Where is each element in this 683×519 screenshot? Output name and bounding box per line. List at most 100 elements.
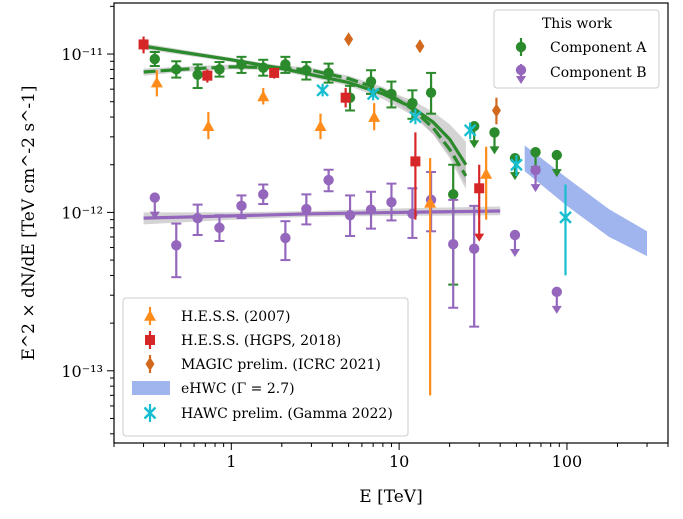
h-e-s-s-2007-point-1 [202, 120, 215, 132]
legend-symbol [515, 41, 527, 53]
component-b-point-2 [214, 222, 225, 233]
h-e-s-s-hgps-2018-point-1 [202, 70, 213, 81]
legend-symbol [132, 381, 170, 395]
component-a-point-7 [301, 65, 312, 76]
legend-marker-ehwc [132, 381, 170, 395]
legend-title: This work [542, 16, 613, 32]
component-b-point-1 [192, 212, 203, 224]
h-e-s-s-hgps-2018-point-2 [269, 67, 280, 78]
fit-line-1 [143, 65, 468, 177]
component-b-point-9 [365, 204, 377, 215]
component-b-point-7 [323, 174, 334, 186]
x-tick-label: 1 [226, 452, 236, 471]
hawc-prelim-gamma-2022-point-5 [559, 211, 572, 224]
component-b-upper-limit-3-marker [551, 286, 563, 298]
h-e-s-s-hgps-2018-point-0 [138, 39, 149, 50]
component-a-upper-limit-4-marker [551, 149, 563, 161]
component-a-point-4 [236, 59, 247, 70]
legend-marker-hawc [143, 404, 157, 422]
component-a-upper-limit-1-arrow [489, 146, 500, 155]
hawc-prelim-gamma-2022-point-4 [510, 158, 523, 172]
component-b-upper-limit-0-marker [149, 192, 160, 203]
legend-box [122, 297, 409, 437]
component-b-point-3 [236, 200, 247, 212]
legend-marker-hess-2007 [144, 307, 156, 325]
component-b-upper-limit-0-arrow [149, 211, 160, 220]
component-a-point-10 [365, 76, 377, 87]
component-b-point-13 [448, 238, 459, 250]
component-b-upper-limit-3-arrow [551, 305, 562, 314]
component-b-point-14 [468, 243, 480, 254]
legend-label-component-a: Component A [550, 40, 647, 56]
y-axis-label: E^2 × dN/dE [TeV cm^-2 s^-1] [19, 85, 39, 360]
legend-this-work: This work Component A Component B [493, 9, 660, 89]
component-a-point-2 [192, 69, 203, 80]
magic-prelim-icrc-2021-point-1 [415, 39, 425, 54]
axes-layer: 1 10 100 10⁻¹³ 10⁻¹² 10⁻¹¹ [61, 5, 669, 471]
component-a-point-3 [214, 64, 225, 75]
h-e-s-s-2007-point-3 [314, 120, 327, 132]
hawc-prelim-gamma-2022-point-0 [316, 83, 329, 97]
legend-symbol [145, 335, 155, 345]
h-e-s-s-2007-point-5 [424, 196, 437, 208]
legend-marker-component-b [515, 64, 527, 84]
component-b-point-5 [280, 232, 291, 244]
component-a-point-14 [448, 189, 459, 200]
h-e-s-s-2007-point-4 [368, 111, 381, 122]
component-b-upper-limit-2-marker [530, 164, 541, 176]
h-e-s-s-hgps-2018-point-5 [474, 183, 485, 194]
component-a-point-6 [280, 59, 291, 70]
legend-label-magic: MAGIC prelim. (ICRC 2021) [181, 357, 381, 373]
hawc-prelim-gamma-2022-point-2 [409, 110, 422, 124]
component-b-point-10 [386, 197, 397, 208]
component-b-point-4 [258, 189, 269, 200]
x-tick-label: 100 [552, 452, 583, 471]
legend-symbol [143, 406, 157, 420]
component-a-point-0 [149, 53, 160, 65]
component-b-point-8 [344, 210, 356, 221]
fit-line-0 [143, 44, 468, 166]
h-e-s-s-2007-point-6 [480, 167, 493, 179]
component-a-point-1 [171, 64, 182, 75]
component-a-point-12 [407, 97, 418, 109]
fit-band-1 [143, 64, 466, 190]
component-b-upper-limit-1-arrow [509, 249, 520, 258]
component-b-point-6 [301, 203, 312, 215]
component-a-upper-limit-2-arrow [509, 172, 520, 181]
hawc-prelim-gamma-2022-point-3 [463, 123, 477, 137]
hawc-prelim-gamma-2022-point-1 [366, 87, 380, 101]
legend-marker-hgps [145, 331, 155, 349]
component-a-point-13 [425, 87, 437, 98]
component-a-point-8 [323, 67, 334, 79]
x-axis-label: E [TeV] [359, 487, 422, 507]
y-tick-label: 10⁻¹³ [61, 362, 103, 381]
magic-prelim-icrc-2021-point-0 [344, 32, 354, 47]
y-tick-label: 10⁻¹¹ [61, 45, 103, 64]
component-b-upper-limit-1-marker [509, 229, 521, 241]
component-a-point-5 [258, 62, 269, 73]
magic-prelim-icrc-2021-point-2 [491, 103, 501, 118]
legend-label-ehwc: eHWC (Γ = 2.7) [181, 381, 295, 397]
legend-other-instruments: H.E.S.S. (2007) H.E.S.S. (HGPS, 2018) MA… [122, 297, 409, 437]
component-a-upper-limit-4-arrow [551, 169, 562, 178]
component-a-upper-limit-1-marker [489, 127, 500, 138]
legend-label-hgps: H.E.S.S. (HGPS, 2018) [181, 333, 341, 349]
component-b-point-0 [171, 240, 182, 251]
component-a-upper-limit-0-arrow [469, 140, 480, 149]
y-tick-label: 10⁻¹² [61, 203, 103, 222]
legend-symbol [145, 357, 155, 371]
h-e-s-s-hgps-2018-point-3 [340, 92, 351, 103]
h-e-s-s-hgps-2018-upper-limit-0-arrow [474, 233, 485, 242]
h-e-s-s-2007-point-0 [150, 76, 163, 88]
legend-label-hawc: HAWC prelim. (Gamma 2022) [181, 406, 393, 422]
legend-box [493, 9, 660, 89]
component-a-upper-limit-3-marker [530, 146, 541, 158]
component-b-upper-limit-2-arrow [530, 184, 541, 193]
points-layer [138, 32, 572, 396]
legend-symbol [515, 64, 527, 76]
legend-symbol [144, 310, 156, 321]
legend-marker-magic [145, 355, 155, 373]
legend-arrow [516, 76, 526, 84]
